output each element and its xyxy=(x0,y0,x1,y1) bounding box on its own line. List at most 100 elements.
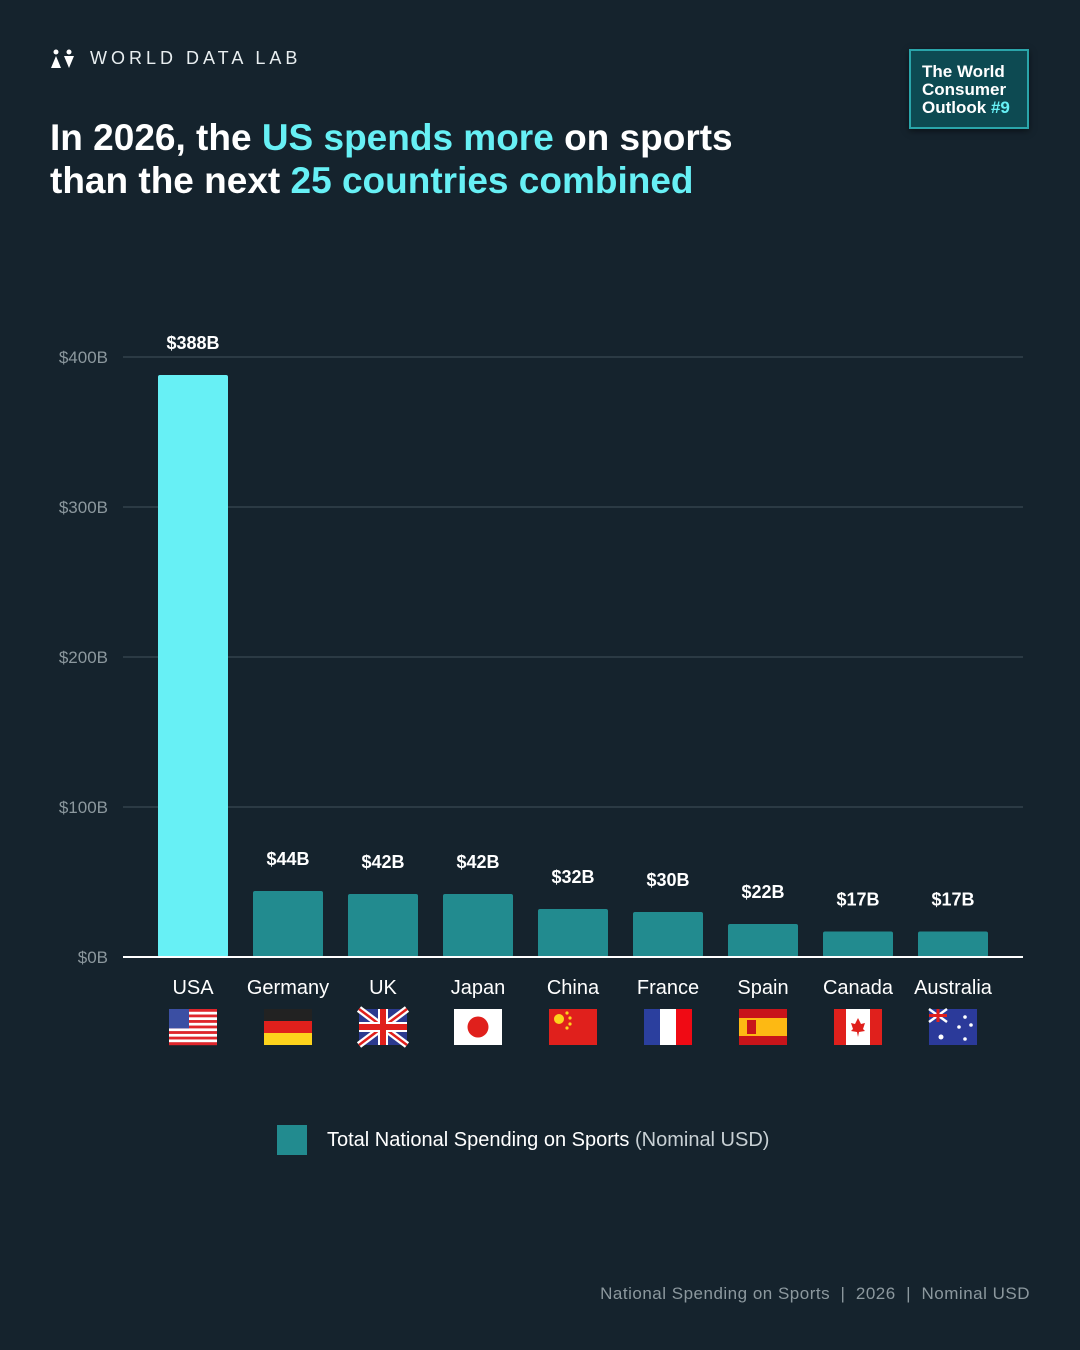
bar-spain xyxy=(728,924,798,957)
flag-part xyxy=(169,1009,189,1029)
flag-part xyxy=(739,1018,787,1036)
y-tick-label: $100B xyxy=(59,798,108,817)
bar-china xyxy=(538,909,608,957)
flag-part xyxy=(549,1009,597,1045)
flag-part xyxy=(554,1014,564,1024)
flag-part xyxy=(169,1025,217,1029)
china-flag-icon xyxy=(549,1009,597,1045)
australia-flag-icon xyxy=(928,1007,977,1045)
x-tick-label: France xyxy=(637,977,699,999)
bar-usa xyxy=(158,375,228,957)
data-label: $17B xyxy=(836,890,879,910)
flag-part xyxy=(963,1037,967,1041)
flag-part xyxy=(169,1011,217,1015)
flag-part xyxy=(644,1009,660,1045)
y-tick-label: $0B xyxy=(78,948,108,967)
data-label: $32B xyxy=(551,867,594,887)
badge-line: Outlook xyxy=(922,98,987,117)
japan-flag-icon xyxy=(454,1009,502,1045)
flag-part xyxy=(969,1023,973,1027)
flag-part xyxy=(938,1034,944,1040)
flag-part xyxy=(851,1018,865,1037)
badge-line: The World xyxy=(922,62,1005,81)
flag-part xyxy=(467,1016,489,1038)
brand: WORLD DATA LAB xyxy=(50,48,301,69)
x-tick-label: Canada xyxy=(823,977,894,999)
y-tick-label: $400B xyxy=(59,348,108,367)
people-logo-icon xyxy=(51,49,74,68)
data-label: $42B xyxy=(361,852,404,872)
x-tick-label: Australia xyxy=(914,977,993,999)
x-tick-label: China xyxy=(547,977,600,999)
flag-part xyxy=(568,1022,572,1026)
germany-flag-icon xyxy=(264,1009,312,1045)
data-label: $44B xyxy=(266,849,309,869)
canada-flag-icon xyxy=(834,1009,882,1045)
flag-part xyxy=(169,1014,217,1018)
bar-uk xyxy=(348,894,418,957)
data-label: $22B xyxy=(741,882,784,902)
data-label: $30B xyxy=(646,870,689,890)
legend-label: Total National Spending on Sports xyxy=(327,1128,630,1151)
flag-part xyxy=(380,1009,386,1045)
x-tick-label: USA xyxy=(172,977,214,999)
legend-swatch xyxy=(277,1125,307,1155)
flag-part xyxy=(870,1009,882,1045)
flag-part xyxy=(747,1020,756,1034)
flag-part xyxy=(264,1033,312,1045)
flag-part xyxy=(568,1016,572,1020)
headline-text: on sports xyxy=(553,117,733,158)
flag-part xyxy=(169,1036,217,1040)
spain-flag-icon xyxy=(739,1009,787,1045)
legend-sublabel: (Nominal USD) xyxy=(634,1128,770,1151)
x-tick-label: Germany xyxy=(247,977,329,999)
headline-text: than the next xyxy=(50,160,291,201)
footer: National Spending on Sports | 2026 | Nom… xyxy=(600,1284,1030,1303)
flag-part xyxy=(169,1017,217,1021)
x-tick-label: Japan xyxy=(451,977,506,999)
bar-australia xyxy=(918,931,988,957)
flag-part xyxy=(169,1022,217,1026)
headline: In 2026, the US spends more on sports th… xyxy=(50,116,733,202)
flag-part xyxy=(936,1009,940,1022)
flag-part xyxy=(963,1015,967,1019)
flag-part xyxy=(169,1033,217,1037)
flag-part xyxy=(264,1021,312,1033)
flag-part xyxy=(169,1031,217,1035)
brand-name: WORLD DATA LAB xyxy=(90,48,302,68)
bar-france xyxy=(633,912,703,957)
headline-highlight: 25 countries combined xyxy=(290,160,694,201)
badge-issue: #9 xyxy=(990,98,1010,117)
legend: Total National Spending on Sports (Nomin… xyxy=(277,1125,769,1155)
flag-part xyxy=(565,1011,569,1015)
flag-part xyxy=(264,1009,312,1021)
flag-part xyxy=(169,1042,217,1046)
us-flag-icon xyxy=(169,1009,217,1046)
flag-part xyxy=(676,1009,692,1045)
headline-text: In 2026, the xyxy=(50,117,262,158)
badge-line: Consumer xyxy=(922,80,1007,99)
flag-part xyxy=(660,1009,676,1045)
y-tick-label: $200B xyxy=(59,648,108,667)
bar-chart: $0B $100B $200B $300B $400B $388B USA $44B Germa… xyxy=(59,333,1023,1048)
data-label: $42B xyxy=(456,852,499,872)
flag-part xyxy=(834,1009,846,1045)
flag-part xyxy=(169,1009,217,1012)
flag-part xyxy=(169,1028,217,1032)
france-flag-icon xyxy=(644,1009,692,1045)
flag-part xyxy=(169,1039,217,1043)
uk-flag-icon xyxy=(356,1006,410,1048)
y-tick-label: $300B xyxy=(59,498,108,517)
bar-japan xyxy=(443,894,513,957)
outlook-badge: The World Consumer Outlook #9 xyxy=(909,49,1029,129)
flag-part xyxy=(957,1025,961,1029)
flag-part xyxy=(169,1020,217,1024)
data-label: $388B xyxy=(166,333,219,353)
headline-highlight: US spends more xyxy=(261,117,554,158)
data-label: $17B xyxy=(931,890,974,910)
bar-canada xyxy=(823,931,893,957)
x-tick-label: UK xyxy=(369,977,397,999)
x-tick-label: Spain xyxy=(737,977,788,999)
bar-germany xyxy=(253,891,323,957)
flag-part xyxy=(565,1026,569,1030)
